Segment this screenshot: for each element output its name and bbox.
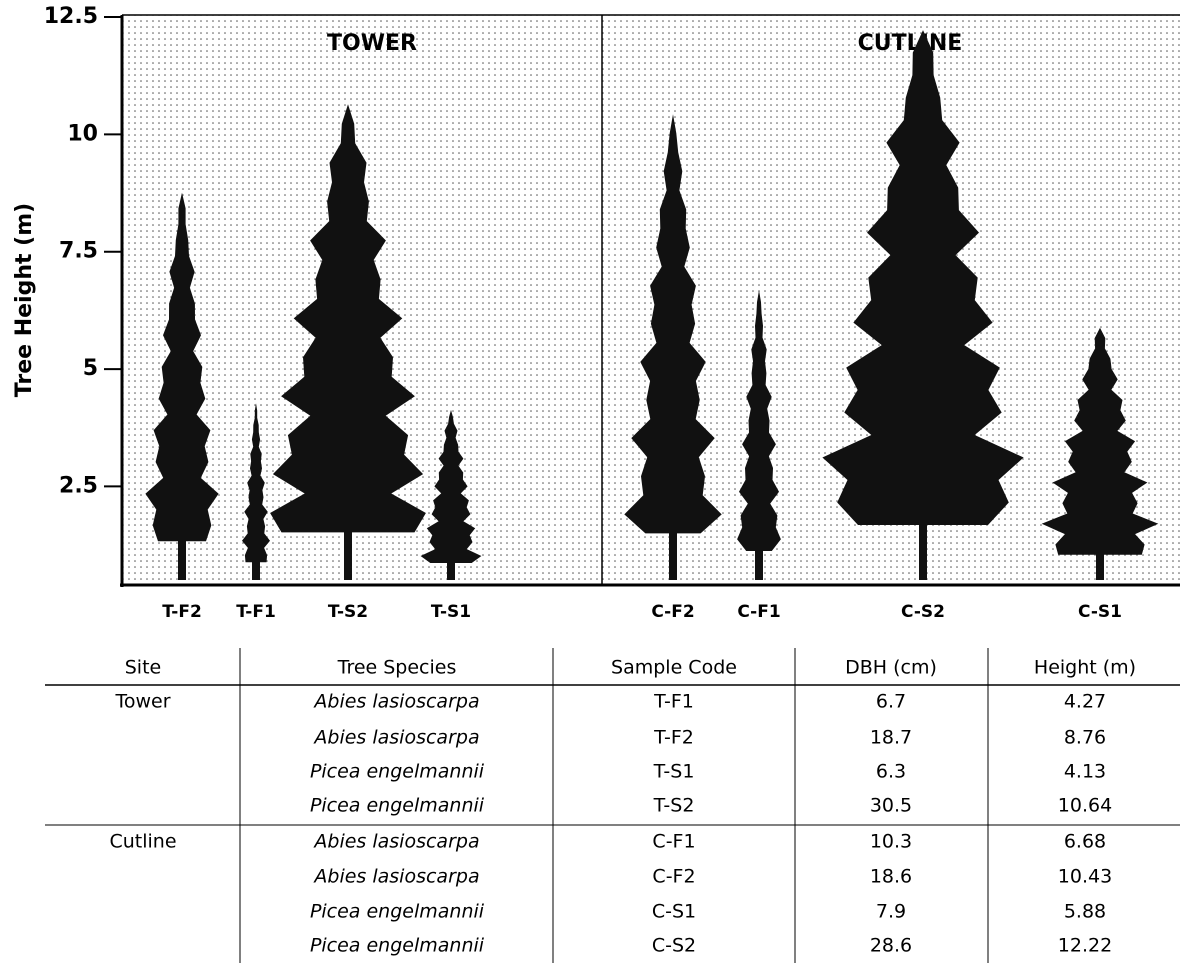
table-header: Tree Species: [337, 657, 457, 679]
table-cell: Picea engelmannii: [310, 795, 485, 817]
table-cell: T-S1: [653, 761, 695, 783]
table-cell: 6.7: [876, 691, 906, 713]
table-cell: C-S1: [652, 901, 696, 923]
table-cell: Abies lasioscarpa: [312, 831, 479, 853]
panel-label: TOWER: [327, 31, 417, 56]
x-tick-label: C-S1: [1078, 602, 1122, 622]
x-tick-label: T-F1: [236, 602, 276, 622]
x-tick-label: T-F2: [162, 602, 202, 622]
table-cell: 10.3: [870, 831, 912, 853]
table-cell: 8.76: [1064, 727, 1106, 749]
table-cell: T-F1: [653, 691, 694, 713]
x-tick-label: C-S2: [901, 602, 945, 622]
x-tick-label: C-F1: [737, 602, 780, 622]
table: Site Tree Species Sample Code DBH (cm) Heigh…: [45, 648, 1180, 963]
table-cell: 4.27: [1064, 691, 1106, 713]
table-cell: Abies lasioscarpa: [312, 866, 479, 888]
table-cell: 10.43: [1058, 866, 1112, 888]
table-cell: 18.7: [870, 727, 912, 749]
tree: [624, 114, 722, 580]
table-cell: C-F2: [652, 866, 695, 888]
table-cell: Abies lasioscarpa: [312, 727, 479, 749]
y-tick-label: 10: [67, 121, 98, 146]
table-cell: 30.5: [870, 795, 912, 817]
table-header: DBH (cm): [845, 657, 937, 679]
table-cell: 28.6: [870, 935, 912, 957]
y-tick-label: 2.5: [59, 473, 98, 498]
table-cell: 5.88: [1064, 901, 1106, 923]
x-tick-label: C-F2: [651, 602, 694, 622]
y-axis-label: Tree Height (m): [12, 203, 37, 397]
table-cell: 4.13: [1064, 761, 1106, 783]
table-cell: 18.6: [870, 866, 912, 888]
y-tick-label: 12.5: [44, 4, 98, 29]
table-cell: 7.9: [876, 901, 906, 923]
tree: [822, 30, 1024, 581]
x-tick-label: T-S2: [328, 602, 368, 622]
table-header: Site: [125, 657, 161, 679]
table-cell: C-F1: [652, 831, 695, 853]
x-tick-label: T-S1: [431, 602, 471, 622]
table-cell: Picea engelmannii: [310, 935, 485, 957]
table-cell: Abies lasioscarpa: [312, 691, 479, 713]
y-tick-label: 7.5: [59, 239, 98, 264]
tree: [242, 403, 270, 580]
table-cell: 6.3: [876, 761, 906, 783]
y-tick-label: 5: [83, 356, 98, 381]
table-cell: 10.64: [1058, 795, 1112, 817]
table-header: Height (m): [1034, 657, 1136, 679]
table-cell: T-S2: [653, 795, 695, 817]
panel-label: CUTLINE: [858, 31, 963, 56]
table-cell: Picea engelmannii: [310, 901, 485, 923]
table-header: Sample Code: [611, 657, 737, 679]
table-cell: 6.68: [1064, 831, 1106, 853]
table-cell: 12.22: [1058, 935, 1112, 957]
tree: [420, 409, 482, 580]
table-cell: C-S2: [652, 935, 696, 957]
site-cell: Cutline: [109, 831, 176, 853]
tree: [270, 104, 426, 581]
tree: [1041, 327, 1159, 580]
table-cell: T-F2: [653, 727, 694, 749]
tree: [737, 290, 781, 580]
table-cell: Picea engelmannii: [310, 761, 485, 783]
site-cell: Tower: [114, 691, 170, 713]
tree: [145, 192, 219, 580]
